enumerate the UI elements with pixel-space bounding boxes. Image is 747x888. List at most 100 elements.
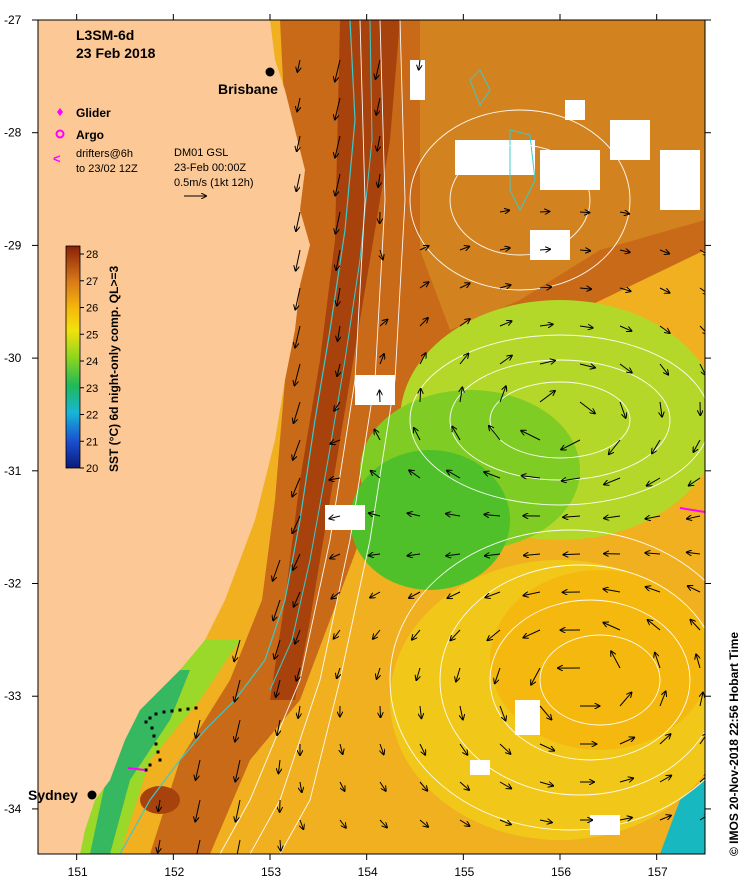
velocity-arrow [648, 620, 661, 631]
velocity-arrow [524, 554, 541, 555]
glider-track-point [194, 706, 198, 710]
velocity-arrow [539, 743, 554, 751]
velocity-arrow [419, 246, 429, 250]
legend-argo: Argo [76, 128, 104, 142]
velocity-arrow [419, 743, 425, 755]
velocity-arrow [522, 476, 541, 478]
colorbar-tick-label: 22 [86, 410, 98, 422]
velocity-arrow [619, 325, 631, 331]
velocity-arrow [379, 391, 380, 403]
velocity-arrow [294, 401, 301, 423]
velocity-arrow [619, 818, 632, 820]
velocity-arrow [688, 586, 701, 593]
velocity-arrow [603, 623, 621, 631]
velocity-arrow [297, 59, 300, 72]
velocity-arrow [295, 325, 301, 347]
y-tick-label: -31 [4, 464, 22, 478]
velocity-arrow [376, 59, 381, 79]
plot-frame [37, 19, 706, 855]
velocity-arrow [539, 782, 553, 786]
velocity-arrow [235, 719, 241, 741]
velocity-arrow [646, 587, 661, 593]
velocity-arrow [446, 554, 461, 556]
velocity-arrow [539, 287, 551, 288]
velocity-arrow [699, 287, 705, 294]
velocity-arrow [292, 515, 301, 533]
velocity-arrow [380, 354, 384, 365]
velocity-arrow [338, 325, 340, 341]
velocity-arrow [409, 591, 421, 598]
velocity-arrow [645, 516, 661, 519]
velocity-arrow [420, 389, 421, 403]
velocity-vectors [158, 59, 705, 854]
velocity-arrow [687, 552, 701, 554]
shelf-contour-200m [119, 20, 356, 854]
x-tick-label: 153 [261, 865, 281, 879]
velocity-arrow [273, 599, 281, 620]
y-tick-label: -28 [4, 126, 22, 140]
velocity-arrow [447, 471, 461, 479]
velocity-arrow [295, 629, 301, 644]
velocity-arrow [337, 287, 340, 305]
glider-diamond-icon [57, 108, 63, 116]
colorbar-tick-label: 28 [86, 249, 98, 261]
velocity-arrow [459, 247, 469, 250]
velocity-arrow [687, 516, 701, 519]
velocity-arrow [277, 719, 280, 735]
velocity-arrow [563, 516, 581, 517]
seamount-contours [469, 69, 536, 212]
velocity-arrow [334, 401, 341, 411]
velocity-arrow [419, 59, 420, 70]
glider-track-point [158, 758, 162, 762]
velocity-arrow [409, 470, 421, 479]
current-source: DM01 GSL [174, 147, 228, 159]
velocity-arrow [420, 705, 421, 718]
colorbar-tick-label: 23 [86, 383, 98, 395]
velocity-arrow [459, 354, 468, 365]
velocity-arrow [619, 363, 632, 373]
velocity-arrow [278, 759, 280, 773]
velocity-arrow [380, 705, 381, 717]
velocity-arrow [611, 651, 621, 669]
glider-track-point [152, 734, 156, 738]
glider-track-point [154, 742, 158, 746]
velocity-arrow [619, 401, 626, 418]
velocity-arrow [499, 356, 512, 365]
velocity-arrow [579, 288, 591, 289]
city-label-brisbane: Brisbane [218, 81, 278, 97]
y-tick-label: -34 [4, 802, 22, 816]
velocity-arrow [460, 705, 463, 719]
current-time: 23-Feb 00:00Z [174, 162, 246, 174]
velocity-arrow [335, 97, 341, 119]
velocity-arrow [499, 210, 509, 212]
x-axis-ticks: 151 152 153 154 155 156 157 [68, 14, 668, 879]
velocity-arrow [407, 513, 421, 516]
velocity-arrow [280, 839, 281, 851]
glider-track-point [150, 726, 154, 730]
glider-track [144, 706, 198, 772]
velocity-arrow [456, 667, 461, 682]
velocity-arrow [523, 629, 541, 638]
velocity-arrow [689, 477, 701, 486]
velocity-arrow [419, 781, 427, 791]
glider-track-point [162, 710, 166, 714]
velocity-arrow [378, 173, 380, 187]
velocity-arrow [619, 212, 629, 214]
velocity-arrow [374, 430, 381, 441]
velocity-arrow [235, 679, 241, 701]
velocity-arrow [531, 667, 541, 685]
velocity-arrow [619, 250, 630, 252]
velocity-arrow [521, 431, 541, 441]
velocity-arrow [699, 325, 705, 334]
velocity-arrow [699, 249, 705, 255]
velocity-arrow [539, 391, 555, 403]
velocity-arrow [419, 819, 428, 827]
velocity-arrow [195, 799, 201, 821]
velocity-arrow [700, 693, 703, 707]
colorbar-tick-label: 27 [86, 276, 98, 288]
velocity-arrow [158, 839, 160, 852]
velocity-arrow [329, 478, 341, 480]
velocity-arrow [539, 361, 555, 364]
velocity-arrow [693, 439, 701, 452]
velocity-arrow [499, 285, 511, 288]
